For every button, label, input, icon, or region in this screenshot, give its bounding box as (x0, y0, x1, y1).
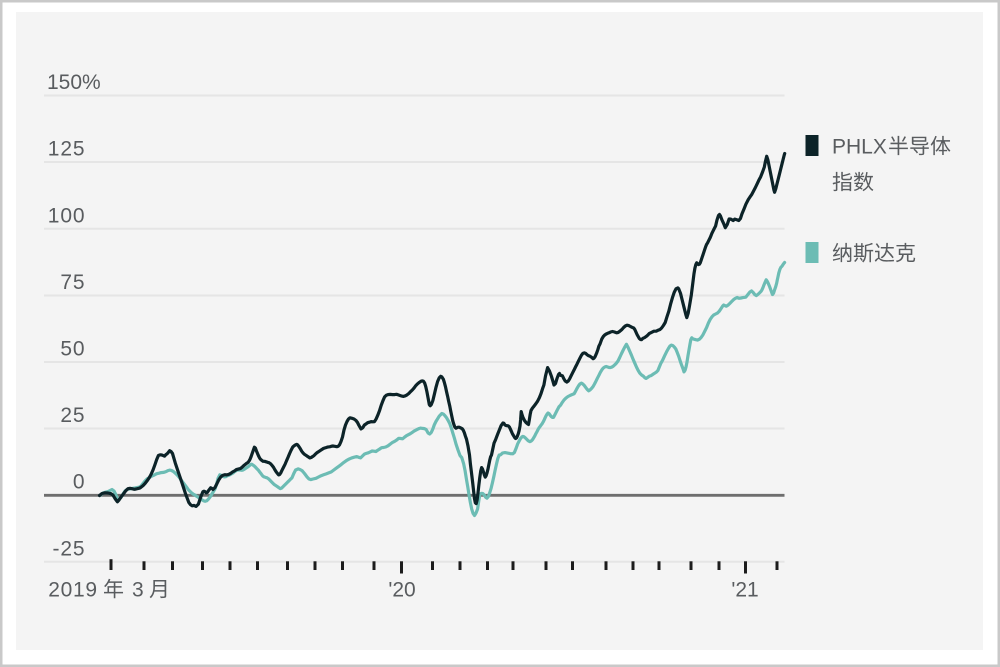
svg-text:2019: 2019 (48, 579, 98, 602)
svg-text:125: 125 (48, 138, 86, 161)
svg-text:150%: 150% (47, 71, 101, 94)
svg-text:PHLX: PHLX (832, 136, 887, 159)
svg-text:0: 0 (73, 471, 86, 494)
svg-text:75: 75 (60, 271, 85, 294)
svg-text:25: 25 (60, 404, 85, 427)
svg-text:'21: '21 (731, 579, 758, 602)
svg-text:'20: '20 (388, 579, 415, 602)
svg-text:-25: -25 (52, 537, 85, 560)
svg-text:100: 100 (48, 204, 86, 227)
svg-text:3: 3 (132, 579, 144, 602)
svg-text:50: 50 (60, 338, 85, 361)
